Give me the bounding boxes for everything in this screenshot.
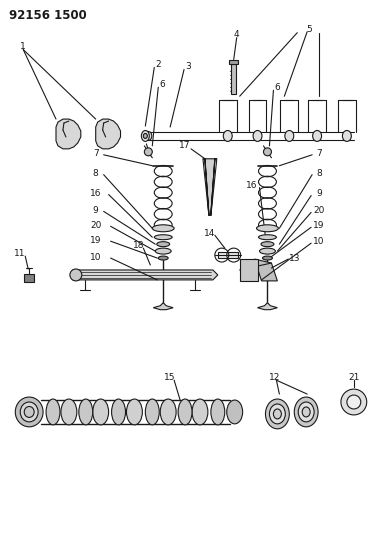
Bar [24, 274, 34, 282]
Ellipse shape [259, 235, 276, 240]
Text: 16: 16 [90, 189, 102, 198]
Text: 18: 18 [133, 241, 144, 249]
Ellipse shape [15, 397, 43, 427]
Ellipse shape [157, 241, 170, 247]
Ellipse shape [61, 399, 77, 425]
Ellipse shape [154, 235, 172, 240]
Ellipse shape [155, 248, 171, 254]
Ellipse shape [285, 131, 294, 141]
Bar [231, 64, 236, 94]
Text: 92156 1500: 92156 1500 [9, 9, 87, 22]
Text: 12: 12 [269, 373, 280, 382]
Text: 9: 9 [93, 206, 98, 215]
Text: 2: 2 [156, 60, 161, 69]
Text: 11: 11 [14, 248, 25, 257]
Text: 1: 1 [20, 42, 26, 51]
Ellipse shape [269, 404, 285, 424]
Ellipse shape [227, 400, 243, 424]
Text: 6: 6 [274, 83, 280, 92]
Ellipse shape [253, 131, 262, 141]
Bar [240, 259, 257, 281]
Ellipse shape [273, 409, 281, 419]
Text: 17: 17 [179, 141, 191, 150]
Bar [218, 252, 238, 258]
Ellipse shape [313, 131, 322, 141]
Ellipse shape [342, 131, 351, 141]
Text: 16: 16 [246, 181, 257, 190]
Ellipse shape [46, 399, 60, 425]
Ellipse shape [211, 399, 225, 425]
Text: 4: 4 [234, 30, 239, 39]
Ellipse shape [266, 399, 289, 429]
Circle shape [341, 389, 367, 415]
Text: 15: 15 [164, 373, 176, 382]
Polygon shape [211, 159, 215, 215]
Ellipse shape [262, 256, 273, 260]
Text: 9: 9 [316, 189, 322, 198]
Ellipse shape [79, 399, 93, 425]
Polygon shape [56, 119, 81, 149]
Text: 6: 6 [159, 80, 165, 89]
Text: 10: 10 [313, 237, 325, 246]
Text: 7: 7 [93, 149, 98, 158]
Ellipse shape [294, 397, 318, 427]
Text: 3: 3 [185, 62, 191, 71]
Ellipse shape [160, 399, 176, 425]
Polygon shape [73, 270, 218, 280]
Ellipse shape [141, 131, 149, 141]
Ellipse shape [127, 399, 142, 425]
Circle shape [347, 395, 361, 409]
Text: 13: 13 [288, 254, 300, 263]
Ellipse shape [223, 131, 232, 141]
Circle shape [144, 148, 152, 156]
Text: 5: 5 [306, 25, 312, 34]
Ellipse shape [152, 225, 174, 232]
Ellipse shape [145, 132, 152, 140]
Polygon shape [254, 259, 278, 281]
Ellipse shape [24, 407, 34, 417]
Polygon shape [205, 159, 209, 215]
Ellipse shape [259, 248, 275, 254]
Circle shape [70, 269, 82, 281]
Ellipse shape [178, 399, 192, 425]
Ellipse shape [93, 399, 108, 425]
Text: 8: 8 [316, 169, 322, 178]
Text: 19: 19 [90, 236, 102, 245]
Polygon shape [96, 119, 120, 149]
Text: 14: 14 [204, 229, 215, 238]
Ellipse shape [192, 399, 208, 425]
Ellipse shape [143, 133, 147, 139]
Polygon shape [153, 303, 173, 310]
Text: 21: 21 [348, 373, 359, 382]
Ellipse shape [112, 399, 125, 425]
Ellipse shape [298, 402, 314, 422]
Text: 7: 7 [316, 149, 322, 158]
Ellipse shape [257, 225, 278, 232]
Ellipse shape [146, 399, 159, 425]
Text: 19: 19 [313, 221, 325, 230]
Polygon shape [257, 303, 278, 310]
Text: 20: 20 [313, 206, 325, 215]
Text: 8: 8 [93, 169, 98, 178]
Text: 20: 20 [90, 221, 102, 230]
Circle shape [264, 148, 271, 156]
Ellipse shape [158, 256, 168, 260]
Ellipse shape [20, 402, 38, 422]
Bar [229, 60, 238, 64]
Ellipse shape [261, 241, 274, 247]
Ellipse shape [302, 407, 310, 417]
Polygon shape [203, 159, 217, 215]
Text: 10: 10 [90, 253, 102, 262]
